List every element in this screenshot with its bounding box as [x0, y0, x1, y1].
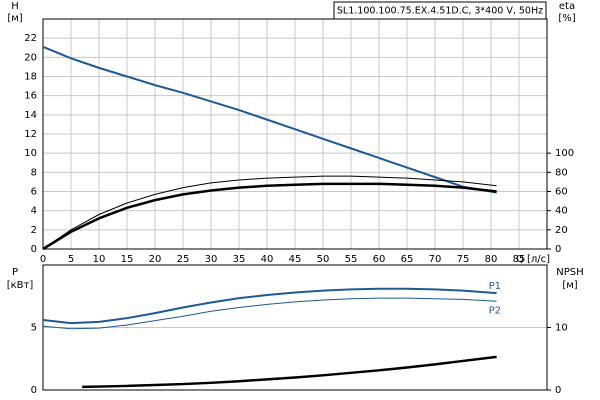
y-tick-label: 6 [31, 187, 37, 198]
x-tick-label: 20 [149, 254, 162, 265]
curve [42, 287, 497, 325]
x-axis-label: Q [л/с] [516, 254, 550, 265]
y-tick-label: 0 [31, 244, 37, 255]
y-tick-label: 12 [24, 129, 37, 140]
curve [82, 355, 497, 389]
chart-title: SL1.100.100.75.EX.4.51D.C, 3*400 V, 50Hz [337, 6, 543, 17]
y2-tick-label: 0 [555, 244, 561, 255]
x-tick-label: 70 [429, 254, 442, 265]
y-tick-label: 4 [31, 206, 37, 217]
x-tick-label: 0 [40, 254, 46, 265]
x-tick-label: 40 [261, 254, 274, 265]
y-axis-label: P [12, 267, 18, 278]
y-tick-label: 0 [31, 385, 37, 396]
x-tick-label: 25 [177, 254, 190, 265]
x-tick-label: 30 [205, 254, 218, 265]
y-tick-label: 10 [24, 148, 37, 159]
x-tick-label: 15 [121, 254, 134, 265]
y2-axis-label: eta [559, 1, 575, 12]
y-tick-label: 14 [24, 110, 37, 121]
y2-axis-label: NPSH [556, 267, 583, 278]
y2-tick-label: 0 [555, 385, 561, 396]
x-tick-label: 10 [93, 254, 106, 265]
plot-frame [42, 264, 548, 391]
curve [42, 297, 497, 330]
y-tick-label: 18 [24, 72, 37, 83]
y2-axis-unit: [м] [562, 280, 577, 291]
y-axis-label: H [11, 1, 19, 12]
x-tick-label: 5 [68, 254, 74, 265]
curve [42, 45, 497, 194]
x-tick-label: 80 [485, 254, 498, 265]
curve [42, 175, 497, 250]
y-axis-unit: [кВт] [7, 280, 34, 291]
y-tick-label: 22 [24, 33, 37, 44]
y-tick-label: 5 [31, 323, 37, 334]
x-tick-label: 65 [401, 254, 414, 265]
curve [42, 182, 497, 251]
x-tick-label: 85 [513, 254, 526, 265]
x-tick-label: 45 [289, 254, 302, 265]
x-tick-label: 60 [373, 254, 386, 265]
plot-frame [42, 18, 548, 250]
y2-tick-label: 80 [555, 167, 568, 178]
y-tick-label: 16 [24, 91, 37, 102]
y2-tick-label: 40 [555, 206, 568, 217]
y2-tick-label: 60 [555, 187, 568, 198]
y-tick-label: 20 [24, 52, 37, 63]
series-label: P1 [489, 281, 501, 292]
series-label: P2 [489, 305, 501, 316]
y2-tick-label: 20 [555, 225, 568, 236]
y-tick-label: 2 [31, 225, 37, 236]
y-axis-unit: [м] [7, 13, 22, 24]
y2-tick-label: 10 [555, 323, 568, 334]
x-tick-label: 50 [317, 254, 330, 265]
x-tick-label: 35 [233, 254, 246, 265]
y-tick-label: 8 [31, 167, 37, 178]
y2-tick-label: 100 [555, 148, 574, 159]
x-tick-label: 75 [457, 254, 470, 265]
y2-axis-unit: [%] [558, 13, 575, 24]
x-tick-label: 55 [345, 254, 358, 265]
